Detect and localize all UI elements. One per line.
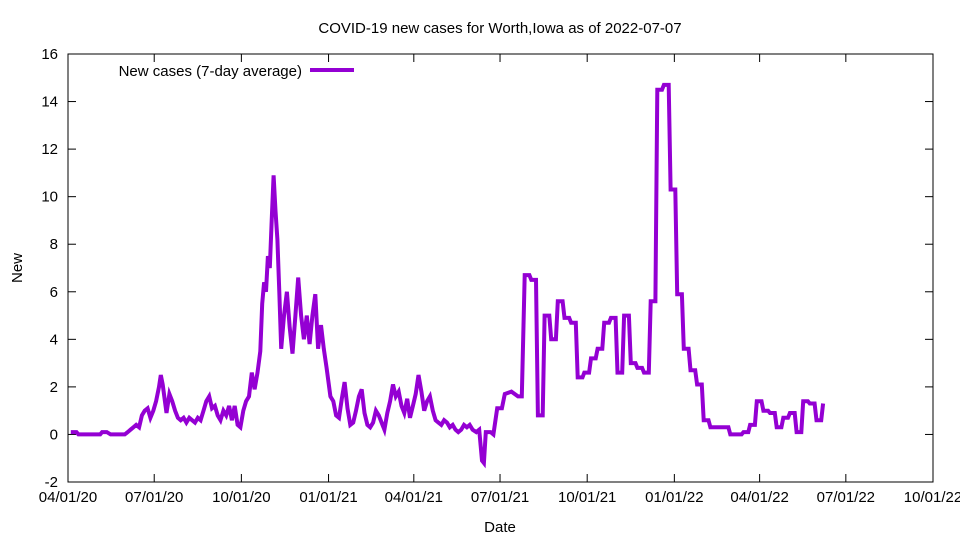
x-tick-label: 04/01/22 xyxy=(730,489,788,506)
y-tick-label: 14 xyxy=(41,94,58,111)
x-tick-label: 10/01/22 xyxy=(904,489,960,506)
chart-title: COVID-19 new cases for Worth,Iowa as of … xyxy=(318,20,681,37)
x-tick-label: 04/01/21 xyxy=(385,489,443,506)
x-tick-label: 01/01/21 xyxy=(299,489,357,506)
x-tick-label: 07/01/20 xyxy=(125,489,183,506)
y-tick-label: 2 xyxy=(50,379,58,396)
y-tick-label: 4 xyxy=(50,331,58,348)
y-tick-label: 0 xyxy=(50,426,58,443)
x-tick-label: 01/01/22 xyxy=(645,489,703,506)
x-tick-label: 07/01/22 xyxy=(817,489,875,506)
x-tick-label: 10/01/20 xyxy=(212,489,270,506)
y-tick-label: -2 xyxy=(45,474,58,491)
legend: New cases (7-day average) xyxy=(119,63,354,80)
legend-label: New cases (7-day average) xyxy=(119,63,302,80)
series-line-new-cases xyxy=(70,82,826,469)
y-tick-label: 6 xyxy=(50,284,58,301)
y-tick-label: 16 xyxy=(41,46,58,63)
x-tick-label: 04/01/20 xyxy=(39,489,97,506)
y-axis-label: New xyxy=(9,253,26,283)
x-tick-label: 07/01/21 xyxy=(471,489,529,506)
x-axis: 04/01/20 07/01/20 10/01/20 01/01/21 04/01/21… xyxy=(39,54,960,506)
y-axis: -2 0 2 4 6 8 10 12 14 16 xyxy=(41,46,933,491)
x-tick-label: 10/01/21 xyxy=(558,489,616,506)
y-tick-label: 8 xyxy=(50,236,58,253)
y-tick-label: 10 xyxy=(41,189,58,206)
y-tick-label: 12 xyxy=(41,141,58,158)
x-axis-label: Date xyxy=(484,519,516,536)
plot-frame xyxy=(67,53,934,483)
